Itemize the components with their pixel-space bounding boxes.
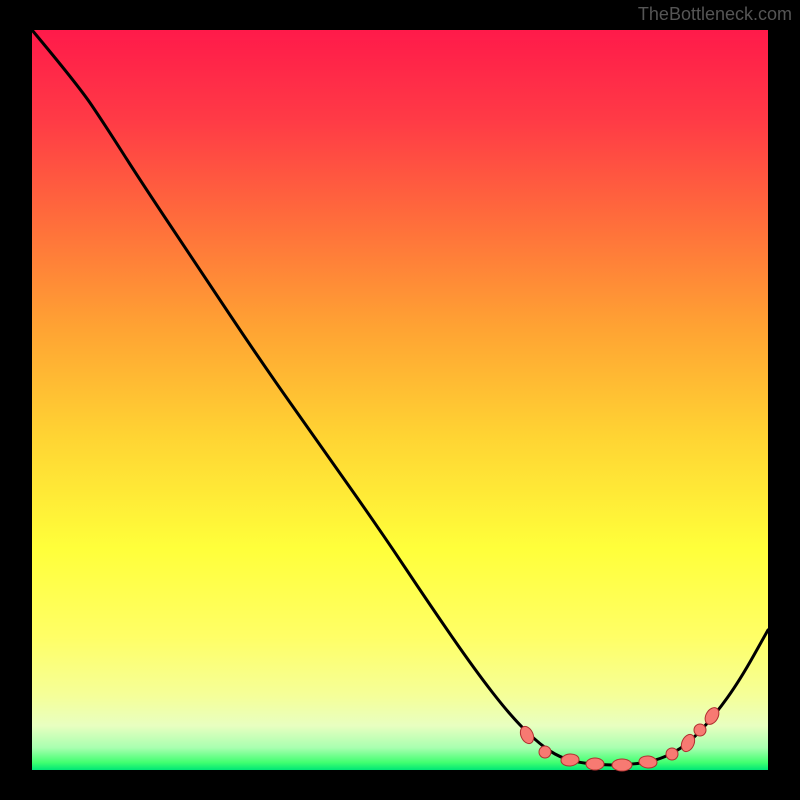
marker-point [694, 724, 706, 736]
plot-background [32, 30, 768, 770]
watermark-text: TheBottleneck.com [638, 4, 792, 25]
chart-container: TheBottleneck.com [0, 0, 800, 800]
marker-point [539, 746, 551, 758]
bottleneck-chart [0, 0, 800, 800]
marker-point [586, 758, 604, 770]
marker-point [612, 759, 632, 771]
marker-point [666, 748, 678, 760]
